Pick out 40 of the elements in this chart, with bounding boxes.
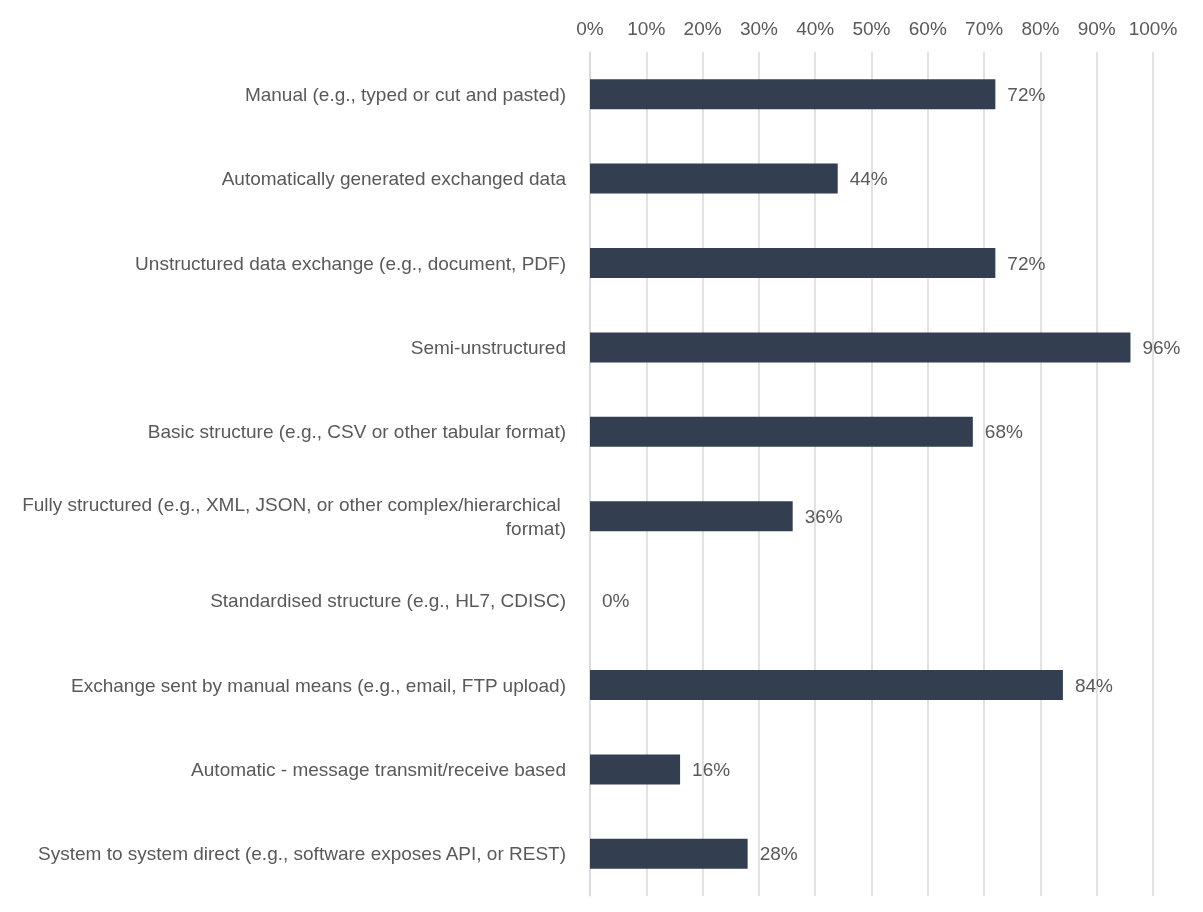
data-label: 72% (1007, 83, 1046, 105)
data-label: 84% (1074, 674, 1114, 696)
bar (590, 332, 1131, 363)
data-label: 0% (602, 590, 630, 612)
bar (590, 79, 996, 110)
data-label: 96% (1142, 336, 1181, 358)
y-tick-label: Fully structured (e.g., XML, JSON, or other complex/hierarchical format) (22, 493, 566, 539)
x-tick-label: 80% (1021, 18, 1060, 39)
y-tick-label: Manual (e.g., typed or cut and pasted) (244, 83, 566, 105)
y-tick-label: Exchange sent by manual means (e.g., email, FTP upload) (71, 674, 566, 696)
bar (590, 163, 838, 194)
data-label: 72% (1007, 252, 1046, 274)
x-tick-label: 20% (683, 18, 722, 39)
y-tick-label: Basic structure (e.g., CSV or other tabular format) (147, 421, 566, 443)
x-tick-label: 100% (1128, 18, 1178, 39)
bar (590, 838, 748, 869)
bar (590, 416, 973, 447)
data-label: 36% (804, 505, 843, 527)
x-tick-label: 50% (852, 18, 891, 39)
bar (590, 248, 996, 278)
y-tick-label: Automatically generated exchanged data (221, 168, 567, 190)
bar (590, 670, 1063, 700)
x-tick-label: 70% (965, 18, 1004, 39)
data-label: 16% (692, 758, 731, 780)
x-tick-label: 0% (576, 18, 604, 39)
y-tick-label: Semi-unstructured (410, 336, 566, 358)
y-tick-label: Standardised structure (e.g., HL7, CDISC) (210, 590, 566, 612)
x-tick-label: 60% (908, 18, 947, 39)
x-tick-label: 10% (627, 18, 666, 39)
y-tick-label: Unstructured data exchange (e.g., document, PDF) (135, 252, 566, 274)
data-label: 68% (984, 421, 1023, 443)
y-tick-label: System to system direct (e.g., software exposes API, or REST) (38, 843, 566, 865)
x-tick-label: 40% (796, 18, 835, 39)
bar (590, 754, 681, 785)
x-tick-label: 90% (1077, 18, 1116, 39)
data-label: 28% (759, 843, 798, 865)
x-tick-label: 30% (739, 18, 779, 39)
data-label: 44% (849, 168, 888, 190)
bar (590, 501, 793, 532)
y-tick-label: Automatic - message transmit/receive based (191, 758, 566, 780)
